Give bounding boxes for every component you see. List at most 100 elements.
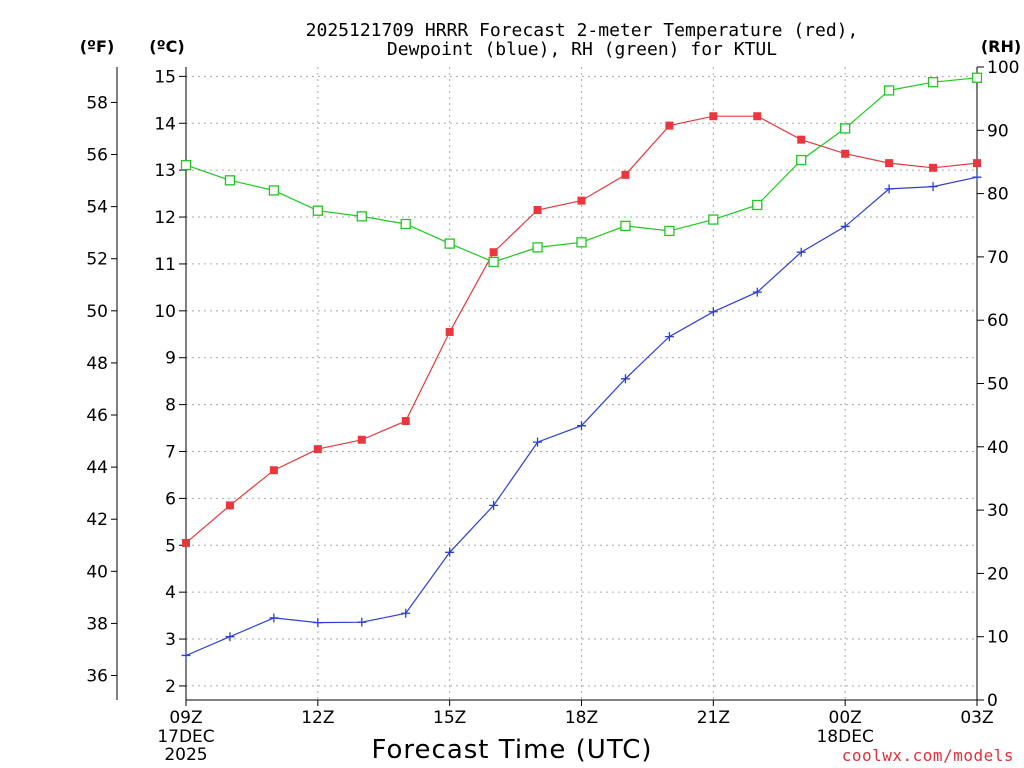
dewpoint-point <box>489 500 499 510</box>
rh-tick-label: 70 <box>987 248 1009 268</box>
x-tick-label: 09Z <box>169 708 202 728</box>
celsius-tick-label: 8 <box>165 396 176 416</box>
fahrenheit-tick-label: 38 <box>86 614 108 634</box>
temperature-point <box>885 159 894 168</box>
fahrenheit-tick-label: 40 <box>86 562 108 582</box>
rh-point <box>268 185 280 196</box>
temperature-point <box>401 417 410 426</box>
rh-point <box>664 225 675 237</box>
fahrenheit-tick-label: 54 <box>86 198 108 218</box>
rh-point <box>180 159 192 171</box>
rh-point <box>708 214 719 225</box>
x-tick-sublabel: 17DEC <box>157 727 214 747</box>
x-tick-label: 15Z <box>433 708 466 728</box>
fahrenheit-tick-label: 42 <box>86 510 108 530</box>
celsius-tick-label: 14 <box>154 114 176 134</box>
x-tick-label: 12Z <box>301 708 334 728</box>
grid-lines <box>186 67 977 700</box>
x-axis-title: Forecast Time (UTC) <box>371 735 652 765</box>
fahrenheit-tick-label: 48 <box>86 354 108 374</box>
celsius-tick-label: 5 <box>165 536 176 556</box>
rh-tick-label: 10 <box>987 628 1009 648</box>
temperature-line <box>185 115 978 544</box>
x-tick-sublabel: 18DEC <box>816 727 873 747</box>
rh-point <box>752 199 763 211</box>
rh-tick-label: 20 <box>987 564 1009 584</box>
celsius-axis-label: (ºC) <box>149 37 184 56</box>
rh-point <box>620 220 631 232</box>
x-tick-label: 00Z <box>829 708 862 728</box>
temperature-point <box>357 435 366 444</box>
dewpoint-point <box>708 307 718 317</box>
celsius-tick-label: 12 <box>154 208 176 228</box>
rh-point <box>488 256 499 268</box>
x-tick-label: 03Z <box>960 708 993 728</box>
rh-tick-label: 40 <box>987 438 1009 458</box>
dewpoint-point <box>533 437 543 447</box>
temperature-point <box>489 248 498 257</box>
celsius-tick-label: 2 <box>165 677 176 697</box>
title-line-1: 2025121709 HRRR Forecast 2-meter Tempera… <box>306 20 859 41</box>
rh-point <box>927 77 939 88</box>
temperature-point <box>797 135 806 144</box>
dewpoint-point <box>664 332 674 342</box>
rh-point <box>971 72 983 83</box>
rh-point <box>312 205 323 216</box>
temperature-point <box>665 121 674 130</box>
dewpoint-point <box>181 650 191 660</box>
dewpoint-point <box>225 632 235 642</box>
dewpoint-point <box>445 547 455 557</box>
rh-tick-label: 0 <box>987 691 998 711</box>
title-line-2: Dewpoint (blue), RH (green) for KTUL <box>387 39 777 60</box>
x-tick-label: 21Z <box>697 708 730 728</box>
temperature-point <box>269 466 278 475</box>
temperature-point <box>621 170 630 179</box>
axes <box>116 67 978 701</box>
celsius-tick-label: 7 <box>165 442 176 462</box>
rh-point <box>883 85 895 96</box>
fahrenheit-tick-label: 52 <box>86 250 108 270</box>
data-series <box>180 72 983 660</box>
dewpoint-point <box>840 221 850 231</box>
celsius-tick-label: 13 <box>154 161 176 181</box>
rh-point <box>796 154 807 166</box>
temperature-point <box>182 538 190 547</box>
rh-tick-label: 100 <box>987 58 1019 78</box>
fahrenheit-tick-label: 50 <box>86 302 108 322</box>
rh-point <box>224 175 236 186</box>
temperature-point <box>973 159 981 168</box>
fahrenheit-tick-label: 58 <box>86 93 108 113</box>
dewpoint-point <box>269 613 279 623</box>
rh-point <box>444 238 455 249</box>
fahrenheit-axis-label: (ºF) <box>80 37 115 56</box>
celsius-tick-label: 9 <box>165 349 176 369</box>
dewpoint-point <box>972 172 982 182</box>
temperature-point <box>709 112 718 121</box>
x-tick-sublabel: 2025 <box>164 745 207 765</box>
tick-marks: 2345678910111213141536384042444648505254… <box>86 58 1019 765</box>
rh-axis-label: (RH) <box>981 37 1021 56</box>
celsius-tick-label: 10 <box>154 302 176 322</box>
rh-point <box>400 218 411 230</box>
dewpoint-point <box>357 617 367 627</box>
dewpoint-point <box>796 247 806 257</box>
temperature-point <box>533 206 542 215</box>
rh-point <box>576 237 587 248</box>
rh-tick-label: 80 <box>987 185 1009 205</box>
rh-point <box>840 123 851 134</box>
celsius-tick-label: 3 <box>165 630 176 650</box>
temperature-point <box>753 112 762 121</box>
dewpoint-point <box>313 618 323 628</box>
rh-tick-label: 50 <box>987 375 1009 395</box>
fahrenheit-tick-label: 36 <box>86 667 108 687</box>
rh-tick-label: 60 <box>987 311 1009 331</box>
temperature-point <box>577 196 586 205</box>
temperature-point <box>929 163 938 172</box>
x-tick-label: 18Z <box>565 708 598 728</box>
celsius-tick-label: 4 <box>165 583 176 603</box>
chart-title: 2025121709 HRRR Forecast 2-meter Tempera… <box>306 20 859 60</box>
dewpoint-point <box>620 374 630 384</box>
dewpoint-point <box>928 182 938 192</box>
rh-tick-label: 90 <box>987 121 1009 141</box>
